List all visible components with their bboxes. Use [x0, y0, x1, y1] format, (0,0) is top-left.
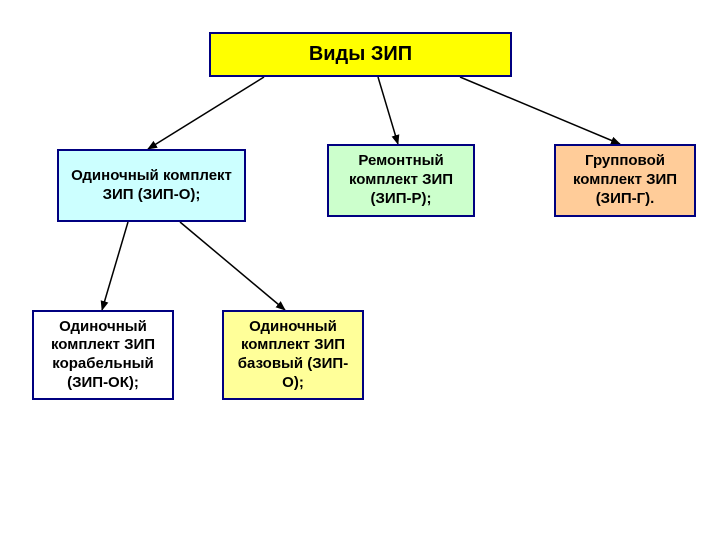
diagram-canvas: { "diagram": { "type": "flowchart", "bac… — [0, 0, 720, 540]
edge-title-to-single — [148, 77, 264, 149]
node-group-label: Групповой комплект ЗИП (ЗИП-Г). — [564, 152, 686, 208]
node-base-label: Одиночный комплект ЗИП базовый (ЗИП-О); — [232, 318, 354, 393]
edge-single-to-ship — [102, 222, 128, 310]
node-repair: Ремонтный комплект ЗИП (ЗИП-Р); — [327, 144, 475, 217]
edges-layer — [0, 0, 720, 540]
edge-single-to-base — [180, 222, 285, 310]
node-single-label: Одиночный комплект ЗИП (ЗИП-О); — [67, 167, 236, 205]
edge-title-to-group — [460, 77, 620, 144]
node-base: Одиночный комплект ЗИП базовый (ЗИП-О); — [222, 310, 364, 400]
node-title-label: Виды ЗИП — [309, 42, 412, 67]
node-title: Виды ЗИП — [209, 32, 512, 77]
node-group: Групповой комплект ЗИП (ЗИП-Г). — [554, 144, 696, 217]
node-ship: Одиночный комплект ЗИП корабельный (ЗИП-… — [32, 310, 174, 400]
node-repair-label: Ремонтный комплект ЗИП (ЗИП-Р); — [337, 152, 465, 208]
node-single: Одиночный комплект ЗИП (ЗИП-О); — [57, 149, 246, 222]
edge-title-to-repair — [378, 77, 398, 144]
node-ship-label: Одиночный комплект ЗИП корабельный (ЗИП-… — [42, 318, 164, 393]
